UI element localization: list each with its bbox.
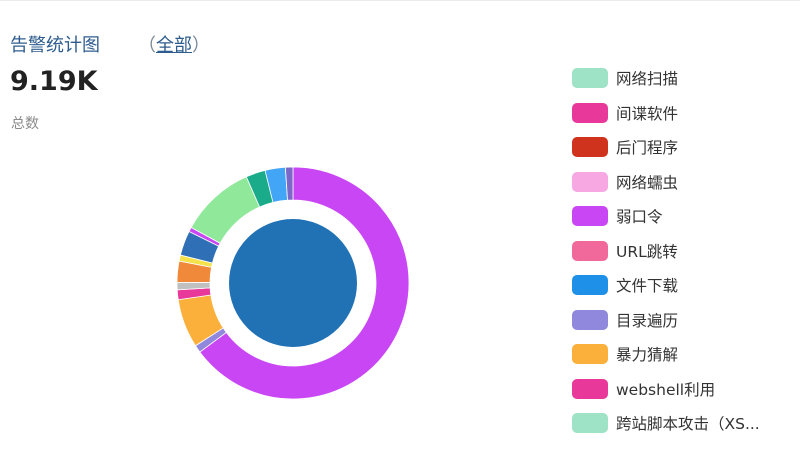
donut-slice-9[interactable] xyxy=(190,176,261,244)
legend-item[interactable]: 弱口令 xyxy=(572,204,792,228)
total-label: 总数 xyxy=(11,116,39,132)
legend-item[interactable]: 间谍软件 xyxy=(572,101,792,125)
scope-close-paren: ） xyxy=(192,35,210,56)
legend-label: webshell利用 xyxy=(616,380,716,399)
legend-label: 网络扫描 xyxy=(616,70,679,88)
legend-item[interactable]: URL跳转 xyxy=(572,239,792,263)
chart-title: 告警统计图 xyxy=(10,35,100,56)
legend-label: 网络蠕虫 xyxy=(616,173,679,192)
legend-label: 暴力猜解 xyxy=(616,346,679,364)
legend-swatch xyxy=(572,240,608,261)
center-pie-slice[interactable] xyxy=(229,219,357,347)
legend-item[interactable]: 网络蠕虫 xyxy=(572,170,792,194)
legend-swatch xyxy=(572,206,608,226)
legend-label: 间谍软件 xyxy=(616,104,679,123)
legend-label: URL跳转 xyxy=(616,242,678,261)
donut-slice-0[interactable] xyxy=(199,166,410,400)
legend-label: 弱口令 xyxy=(616,208,663,226)
legend-swatch xyxy=(572,68,608,88)
legend-item[interactable]: 暴力猜解 xyxy=(572,342,792,366)
legend-swatch xyxy=(572,171,608,192)
legend-swatch xyxy=(572,378,608,399)
legend-swatch xyxy=(572,102,608,123)
legend-item[interactable]: 文件下载 xyxy=(572,273,792,297)
legend-swatch xyxy=(572,344,608,364)
scope-all-link[interactable]: 全部 xyxy=(156,35,192,56)
donut-slice-12[interactable] xyxy=(284,166,294,201)
legend-label: 文件下载 xyxy=(616,277,679,295)
legend-swatch xyxy=(572,137,608,157)
legend-swatch xyxy=(572,309,608,330)
legend-item[interactable]: 后门程序 xyxy=(572,135,792,159)
top-divider xyxy=(0,0,800,1)
scope-open-paren: （ xyxy=(138,35,156,56)
scope-filter: （全部） xyxy=(138,31,210,57)
legend-item[interactable]: webshell利用 xyxy=(572,377,792,401)
legend-item[interactable]: 跨站脚本攻击（XS... xyxy=(572,411,792,435)
alert-donut-chart xyxy=(176,166,410,400)
legend-swatch xyxy=(572,413,608,433)
legend-item[interactable]: 目录遍历 xyxy=(572,308,792,332)
legend-item[interactable]: 网络扫描 xyxy=(572,66,792,90)
legend-label: 目录遍历 xyxy=(616,311,679,330)
legend-label: 跨站脚本攻击（XS... xyxy=(616,415,760,433)
legend-label: 后门程序 xyxy=(616,139,679,157)
total-value: 9.19K xyxy=(10,66,98,97)
legend-swatch xyxy=(572,275,608,295)
